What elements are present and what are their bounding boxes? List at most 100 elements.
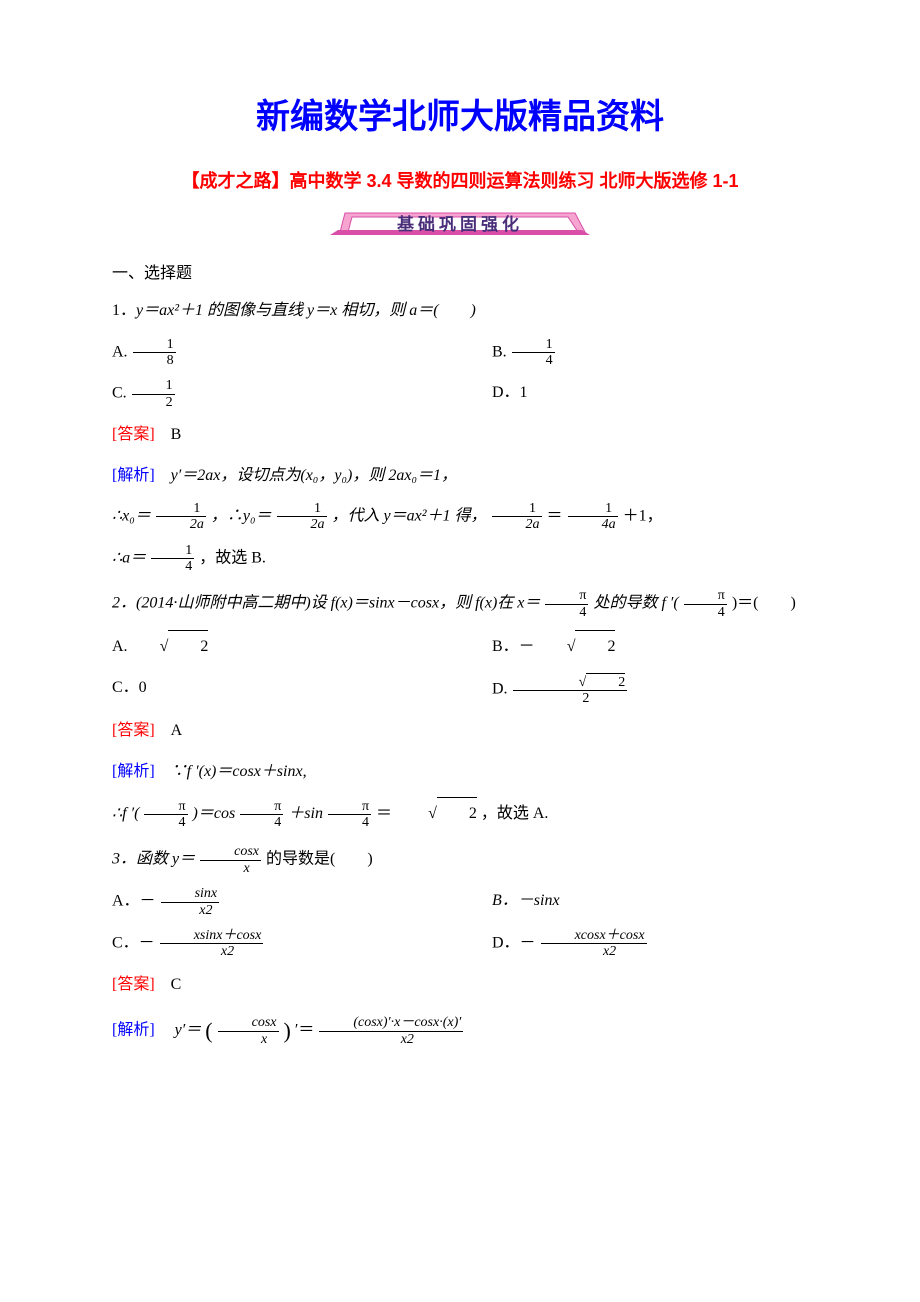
frac-num: π <box>545 588 588 604</box>
frac: π4 <box>545 588 588 620</box>
answer-value: A <box>155 722 183 739</box>
q2-options-row1: A. 2 B．－ 2 <box>80 630 840 662</box>
frac-num: 1 <box>133 337 176 353</box>
q1-options-row1: A. 18 B. 14 <box>80 337 840 369</box>
q1-c-label: C. <box>112 385 127 402</box>
frac-num: xcosx＋cosx <box>541 928 647 944</box>
frac-num: π <box>144 799 187 815</box>
frac-den: x2 <box>160 944 264 959</box>
frac-den: 4a <box>568 517 618 532</box>
frac-num: 1 <box>151 543 194 559</box>
frac: cosxx <box>200 844 261 876</box>
frac-den: x2 <box>541 944 647 959</box>
frac: π4 <box>240 799 283 831</box>
q3-opt-a: A．－ sinxx2 <box>80 886 460 918</box>
frac-den: 2a <box>277 517 327 532</box>
sqrt-icon: 2 <box>547 673 626 690</box>
frac: sinxx2 <box>161 886 220 918</box>
frac: 14a <box>568 501 618 533</box>
sqrt-val: 2 <box>437 797 477 829</box>
answer-value: C <box>155 976 182 993</box>
frac-num: 2 <box>513 673 628 691</box>
t: ，∴y₀＝ <box>211 507 272 524</box>
q1-analysis-3: ∴a＝ 14 ，故选 B. <box>80 543 840 575</box>
frac-num: 1 <box>132 378 175 394</box>
sqrt-icon: 2 <box>128 630 209 662</box>
analysis-text: ∵f ′(x)＝cosx＋sinx, <box>155 763 307 780</box>
t: ，代入 y＝ax²＋1 得， <box>332 507 487 524</box>
frac: 12a <box>492 501 542 533</box>
q3-a-label: A．－ <box>112 893 156 910</box>
q2-analysis-1: [解析] ∵f ′(x)＝cosx＋sinx, <box>80 757 840 787</box>
frac: π4 <box>684 588 727 620</box>
q2-stem: 2．(2014·山师附中高二期中)设 f(x)＝sinx－cosx，则 f(x)… <box>80 588 840 620</box>
q1-num: 1． <box>112 302 136 319</box>
frac-den: 4 <box>144 815 187 830</box>
t: ＝ <box>547 507 563 524</box>
frac: π4 <box>144 799 187 831</box>
q1-answer: [答案] B <box>80 420 840 450</box>
frac-den: 4 <box>151 559 194 574</box>
sqrt-val: 2 <box>586 673 625 690</box>
sqrt-icon: 2 <box>535 630 616 662</box>
frac-den: 2 <box>132 395 175 410</box>
frac-den: x <box>200 861 261 876</box>
frac-num: sinx <box>161 886 220 902</box>
frac-den: 4 <box>684 605 727 620</box>
q2-answer: [答案] A <box>80 716 840 746</box>
t: ＋sin <box>288 805 323 822</box>
analysis-label: [解析] <box>112 1022 155 1039</box>
q2-options-row2: C．0 D. 2 2 <box>80 673 840 707</box>
sqrt-val: 2 <box>168 630 208 662</box>
q3-opt-c: C．－ xsinx＋cosxx2 <box>80 928 460 960</box>
analysis-label: [解析] <box>112 763 155 780</box>
q3-opt-b: B．－sinx <box>460 886 840 918</box>
t: ＋1， <box>623 507 663 524</box>
rparen: ) <box>284 1018 291 1043</box>
t: ′＝ <box>295 1022 315 1039</box>
frac-num: cosx <box>200 844 261 860</box>
frac: cosxx <box>218 1015 279 1047</box>
sqrt-icon: 2 <box>396 797 477 829</box>
q2-b-label: B．－ <box>492 638 535 655</box>
q3-options-row2: C．－ xsinx＋cosxx2 D．－ xcosx＋cosxx2 <box>80 928 840 960</box>
frac: 12a <box>277 501 327 533</box>
frac-num: cosx <box>218 1015 279 1031</box>
q3-answer: [答案] C <box>80 970 840 1000</box>
analysis-label: [解析] <box>112 467 155 484</box>
q2-analysis-2: ∴f ′( π4 )＝cos π4 ＋sin π4 ＝ 2 ，故选 A. <box>80 797 840 830</box>
frac-den: 8 <box>133 353 176 368</box>
t: ∴f ′( <box>112 805 139 822</box>
t: 2．(2014·山师附中高二期中)设 f(x)＝sinx－cosx，则 f(x)… <box>112 595 540 612</box>
frac-den: 2a <box>156 517 206 532</box>
q1-a-frac: 18 <box>133 337 176 369</box>
frac-num: π <box>684 588 727 604</box>
t: ，故选 A. <box>481 805 549 822</box>
frac: xsinx＋cosxx2 <box>160 928 264 960</box>
t: 的导数是( ) <box>266 851 373 868</box>
t: ，故选 B. <box>199 549 266 566</box>
q1-text: y＝ax²＋1 的图像与直线 y＝x 相切，则 a＝( ) <box>136 302 476 319</box>
sqrt-val: 2 <box>575 630 615 662</box>
q3-c-label: C．－ <box>112 935 155 952</box>
lparen: ( <box>205 1018 212 1043</box>
q2-opt-d: D. 2 2 <box>460 673 840 707</box>
q1-b-frac: 14 <box>512 337 555 369</box>
q2-opt-b: B．－ 2 <box>460 630 840 662</box>
frac: xcosx＋cosxx2 <box>541 928 647 960</box>
frac-num: 1 <box>277 501 327 517</box>
analysis-text: y′＝2ax，设切点为(x₀，y₀)，则 2ax₀＝1， <box>155 467 457 484</box>
frac: 12a <box>156 501 206 533</box>
q2-a-label: A. <box>112 638 128 655</box>
section-heading: 一、选择题 <box>80 261 840 287</box>
t: ＝ <box>376 805 392 822</box>
section-banner: 基础巩固强化 <box>330 207 590 237</box>
frac-den: 4 <box>545 605 588 620</box>
main-title: 新编数学北师大版精品资料 <box>80 90 840 144</box>
q1-analysis-1: [解析] y′＝2ax，设切点为(x₀，y₀)，则 2ax₀＝1， <box>80 461 840 491</box>
q1-b-label: B. <box>492 343 507 360</box>
answer-label: [答案] <box>112 722 155 739</box>
q1-opt-a: A. 18 <box>80 337 460 369</box>
q3-d-label: D．－ <box>492 935 536 952</box>
q1-analysis-2: ∴x₀＝ 12a ，∴y₀＝ 12a ，代入 y＝ax²＋1 得， 12a ＝ … <box>80 501 840 533</box>
